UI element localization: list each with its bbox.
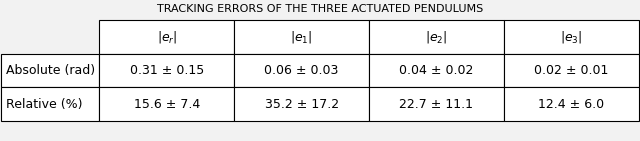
Text: TRACKING ERRORS OF THE THREE ACTUATED PENDULUMS: TRACKING ERRORS OF THE THREE ACTUATED PE… <box>157 4 483 14</box>
